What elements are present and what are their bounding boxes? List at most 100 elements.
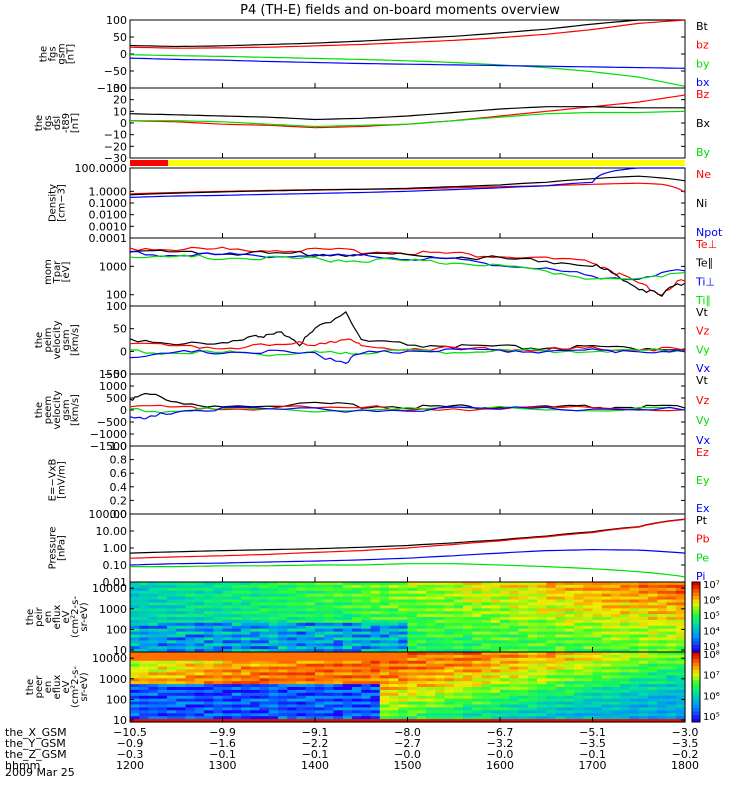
- colorbar-segment: [692, 617, 700, 621]
- heatmap-cell: [509, 689, 520, 694]
- heatmap-cell: [333, 611, 344, 615]
- heatmap-cell: [333, 654, 344, 659]
- heatmap-cell: [583, 707, 594, 711]
- heatmap-cell: [185, 602, 196, 606]
- heatmap-cell: [435, 660, 446, 665]
- heatmap-cell: [361, 663, 372, 668]
- heatmap-cell: [130, 704, 140, 708]
- heatmap-cell: [481, 704, 492, 708]
- heatmap-cell: [555, 596, 566, 601]
- heatmap-cell: [241, 646, 251, 650]
- heatmap-cell: [675, 716, 686, 720]
- heatmap-cell: [574, 637, 584, 641]
- colorbar-segment: [692, 694, 700, 698]
- heatmap-cell: [444, 634, 455, 638]
- heatmap-cell: [481, 622, 492, 627]
- heatmap-cell: [176, 596, 187, 601]
- heatmap-cell: [426, 634, 436, 638]
- heatmap-cell: [148, 608, 159, 612]
- heatmap-cell: [472, 619, 483, 624]
- heatmap-cell: [592, 678, 603, 682]
- x-tick-label: −2.7: [394, 737, 421, 750]
- heatmap-cell: [416, 652, 427, 656]
- heatmap-cell: [592, 584, 603, 589]
- heatmap-cell: [379, 619, 390, 624]
- heatmap-cell: [139, 678, 150, 682]
- heatmap-cell: [278, 675, 288, 679]
- heatmap-cell: [296, 716, 307, 720]
- heatmap-cell: [241, 590, 251, 595]
- heatmap-cell: [231, 602, 242, 606]
- heatmap-cell: [426, 628, 436, 633]
- heatmap-cell: [435, 689, 446, 694]
- heatmap-cell: [527, 666, 538, 671]
- heatmap-cell: [537, 584, 547, 589]
- heatmap-cell: [268, 584, 279, 589]
- heatmap-cell: [342, 637, 353, 641]
- heatmap-cell: [185, 587, 196, 592]
- y-tick-label: 100.00: [89, 508, 128, 521]
- heatmap-cell: [407, 622, 418, 627]
- heatmap-cell: [315, 669, 325, 673]
- heatmap-cell: [453, 602, 464, 606]
- y-tick-label: 100: [106, 289, 127, 302]
- y-tick-label: 50: [113, 31, 127, 44]
- colorbar-segment: [692, 687, 700, 691]
- heatmap-cell: [167, 716, 177, 720]
- heatmap-cell: [305, 687, 316, 691]
- heatmap-cell: [657, 634, 668, 638]
- heatmap-cell: [296, 611, 307, 615]
- heatmap-cell: [592, 681, 603, 685]
- heatmap-cell: [638, 692, 649, 697]
- heatmap-cell: [481, 596, 492, 601]
- heatmap-cell: [361, 698, 372, 703]
- heatmap-cell: [259, 716, 270, 720]
- heatmap-cell: [426, 611, 436, 615]
- heatmap-cell: [629, 608, 640, 612]
- heatmap-cell: [204, 628, 214, 633]
- heatmap-cell: [287, 698, 298, 703]
- heatmap-cell: [629, 684, 640, 688]
- heatmap-cell: [278, 704, 288, 708]
- heatmap-cell: [157, 605, 168, 609]
- heatmap-cell: [361, 707, 372, 711]
- heatmap-cell: [185, 657, 196, 662]
- heatmap-cell: [333, 669, 344, 673]
- heatmap-cell: [638, 698, 649, 703]
- heatmap-cell: [629, 649, 640, 653]
- heatmap-cell: [463, 707, 473, 711]
- heatmap-cell: [370, 701, 381, 706]
- heatmap-cell: [268, 634, 279, 638]
- heatmap-cell: [379, 599, 390, 603]
- heatmap-cell: [546, 619, 557, 624]
- heatmap-cell: [204, 593, 214, 598]
- heatmap-cell: [194, 649, 205, 653]
- heatmap-cell: [222, 695, 233, 700]
- heatmap-cell: [592, 643, 603, 647]
- heatmap-cell: [342, 617, 353, 621]
- heatmap-cell: [268, 611, 279, 615]
- heatmap-cell: [481, 666, 492, 671]
- heatmap-cell: [148, 710, 159, 714]
- heatmap-cell: [352, 582, 362, 586]
- y-tick-label: 50: [113, 323, 127, 336]
- heatmap-cell: [305, 640, 316, 644]
- heatmap-cell: [389, 687, 399, 691]
- heatmap-cell: [629, 701, 640, 706]
- x-tick-label: −9.1: [302, 726, 329, 739]
- heatmap-cell: [176, 634, 187, 638]
- heatmap-cell: [185, 701, 196, 706]
- heatmap-cell: [416, 681, 427, 685]
- heatmap-cell: [481, 631, 492, 636]
- heatmap-cell: [222, 652, 233, 656]
- heatmap-cell: [250, 660, 261, 665]
- heatmap-cell: [453, 660, 464, 665]
- heatmap-cell: [518, 681, 529, 685]
- heatmap-cell: [629, 634, 640, 638]
- heatmap-cell: [537, 701, 547, 706]
- heatmap-cell: [241, 663, 251, 668]
- heatmap-cell: [361, 625, 372, 630]
- y-axis-label: [cm−3]: [57, 184, 68, 222]
- heatmap-cell: [453, 608, 464, 612]
- heatmap-cell: [463, 605, 473, 609]
